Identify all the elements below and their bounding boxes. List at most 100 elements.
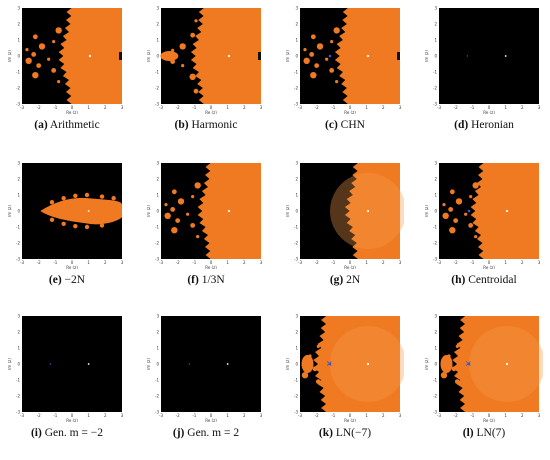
y-tick-label: 3 (295, 314, 298, 319)
x-tick-label: 2 (382, 105, 385, 110)
basin-of-attraction-image: -3 -2 -1 0 1 2 3 3 2 1 0 -1 -2 -3 Re (z) Im (z) (8, 161, 124, 270)
subfigure-caption: (a) Arithmetic (8, 119, 126, 131)
basin-plot: -3 -2 -1 0 1 2 3 3 2 1 0 -1 -2 -3 Re (z) Im (z) (147, 310, 265, 423)
x-tick-label: -2 (454, 105, 458, 110)
x-tick-label: 2 (104, 413, 107, 418)
y-axis-label: Im (z) (286, 50, 290, 62)
x-tick-label: 0 (210, 260, 213, 265)
y-tick-label: 3 (295, 6, 298, 11)
y-axis-label: Im (z) (147, 50, 151, 62)
y-tick-label: 0 (17, 54, 20, 59)
x-tick-label: 3 (399, 413, 402, 418)
basin-of-attraction-image: -3 -2 -1 0 1 2 3 3 2 1 0 -1 -2 -3 Re (z) Im (z) (425, 6, 541, 115)
y-tick-label: -2 (294, 86, 298, 91)
x-axis-label: Re (z) (483, 265, 495, 269)
x-tick-label: 1 (504, 260, 507, 265)
basin-of-attraction-image: ✕ -3 -2 -1 0 1 2 3 3 2 1 0 -1 -2 -3 Re (z) Im (z) (286, 314, 404, 422)
caption-text: Gen. m = 2 (184, 427, 240, 439)
x-tick-label: 0 (210, 105, 213, 110)
y-tick-label: 3 (17, 161, 20, 166)
y-tick-label: -3 (294, 410, 298, 415)
x-tick-label: -3 (298, 260, 302, 265)
x-tick-label: 3 (399, 260, 402, 265)
y-tick-label: -1 (16, 378, 20, 383)
x-tick-label: -3 (298, 413, 302, 418)
caption-label: (e) (48, 274, 62, 286)
basin-of-attraction-image: -3 -2 -1 0 1 2 3 3 2 1 0 -1 -2 -3 Re (z) Im (z) (147, 314, 263, 423)
basin-plot: ✕ -3 -2 -1 0 1 2 3 3 2 1 0 -1 -2 -3 Re (z) Im (z) (286, 310, 404, 422)
y-tick-label: 1 (156, 38, 159, 43)
caption-text: 1/3N (198, 274, 225, 286)
subfigure-e: -3 -2 -1 0 1 2 3 3 2 1 0 -1 -2 -3 Re (z) Im (z) (e) −2N (8, 157, 126, 307)
basin-plot: -3 -2 -1 0 1 2 3 3 2 1 0 -1 -2 -3 Re (z) Im (z) (8, 157, 126, 270)
x-tick-label: -1 (53, 260, 57, 265)
y-tick-label: 1 (17, 193, 20, 198)
basin-plot: -3 -2 -1 0 1 2 3 3 2 1 0 -1 -2 -3 Re (z) Im (z) (286, 2, 404, 115)
x-tick-label: 0 (71, 105, 74, 110)
y-tick-label: 0 (156, 54, 159, 59)
subfigure-l: ✕ -3 -2 -1 0 1 2 3 3 2 1 0 -1 -2 -3 Re (z) Im (z) (l) LN(… (425, 310, 543, 460)
subfigure-i: -3 -2 -1 0 1 2 3 3 2 1 0 -1 -2 -3 Re (z) Im (z) (i) Gen.… (8, 310, 126, 460)
x-tick-label: -2 (315, 260, 319, 265)
x-tick-label: 3 (260, 105, 263, 110)
y-axis-label: Im (z) (425, 205, 429, 217)
y-tick-label: -3 (433, 410, 437, 415)
subfigure-a: -3 -2 -1 0 1 2 3 3 2 1 0 -1 -2 -3 Re (z) Im (z) (a) Arit… (8, 2, 126, 152)
x-tick-label: -1 (53, 413, 57, 418)
y-tick-label: -1 (433, 225, 437, 230)
y-tick-label: -2 (16, 241, 20, 246)
y-tick-label: 2 (434, 177, 437, 182)
caption-label: (k) (318, 427, 333, 439)
x-tick-label: -3 (20, 260, 24, 265)
x-axis-label: Re (z) (483, 110, 495, 114)
x-tick-label: 3 (538, 413, 541, 418)
basin-plot: -3 -2 -1 0 1 2 3 3 2 1 0 -1 -2 -3 Re (z) Im (z) (8, 2, 126, 115)
y-tick-label: 2 (17, 177, 20, 182)
subfigure-caption: (c) CHN (286, 119, 404, 131)
y-axis-label: Im (z) (425, 50, 429, 62)
caption-label: (i) (30, 427, 42, 439)
x-tick-label: 2 (382, 260, 385, 265)
caption-text: CHN (337, 119, 365, 131)
x-tick-label: -2 (176, 105, 180, 110)
x-tick-label: 0 (488, 105, 491, 110)
y-tick-label: -2 (294, 394, 298, 399)
svg-text:✕: ✕ (326, 360, 333, 369)
y-tick-label: 2 (434, 330, 437, 335)
x-tick-label: -3 (437, 105, 441, 110)
x-tick-label: -1 (470, 260, 474, 265)
caption-text: Gen. m = −2 (41, 427, 104, 439)
x-tick-label: 0 (71, 413, 74, 418)
y-tick-label: 3 (295, 161, 298, 166)
x-tick-label: 2 (521, 260, 524, 265)
x-tick-label: 1 (87, 260, 90, 265)
x-axis-label: Re (z) (66, 418, 78, 422)
subfigure-caption: (e) −2N (8, 274, 126, 286)
caption-label: (g) (329, 274, 344, 286)
y-tick-label: -1 (155, 70, 159, 75)
y-tick-label: 2 (295, 330, 298, 335)
y-tick-label: -1 (294, 378, 298, 383)
x-tick-label: -3 (437, 260, 441, 265)
caption-text: Centroidal (465, 274, 517, 286)
caption-label: (f) (187, 274, 199, 286)
y-tick-label: -2 (433, 241, 437, 246)
subfigure-caption: (h) Centroidal (425, 274, 543, 286)
y-tick-label: 2 (156, 177, 159, 182)
y-tick-label: -3 (294, 257, 298, 262)
x-tick-label: -1 (192, 260, 196, 265)
y-tick-label: -1 (16, 225, 20, 230)
y-tick-label: 0 (17, 362, 20, 367)
x-tick-label: -3 (159, 105, 163, 110)
y-axis-label: Im (z) (286, 358, 290, 370)
subfigure-j: -3 -2 -1 0 1 2 3 3 2 1 0 -1 -2 -3 Re (z) Im (z) (j) Gen.… (147, 310, 265, 460)
y-tick-label: 1 (434, 346, 437, 351)
subfigure-c: -3 -2 -1 0 1 2 3 3 2 1 0 -1 -2 -3 Re (z) Im (z) (c) CHN (286, 2, 404, 152)
basin-of-attraction-image: ✕ -3 -2 -1 0 1 2 3 3 2 1 0 -1 -2 -3 Re (z) Im (z) (425, 314, 543, 422)
x-tick-label: -1 (470, 413, 474, 418)
x-tick-label: -1 (53, 105, 57, 110)
y-tick-label: 0 (156, 209, 159, 214)
x-tick-label: 3 (121, 105, 124, 110)
y-tick-label: 0 (156, 362, 159, 367)
